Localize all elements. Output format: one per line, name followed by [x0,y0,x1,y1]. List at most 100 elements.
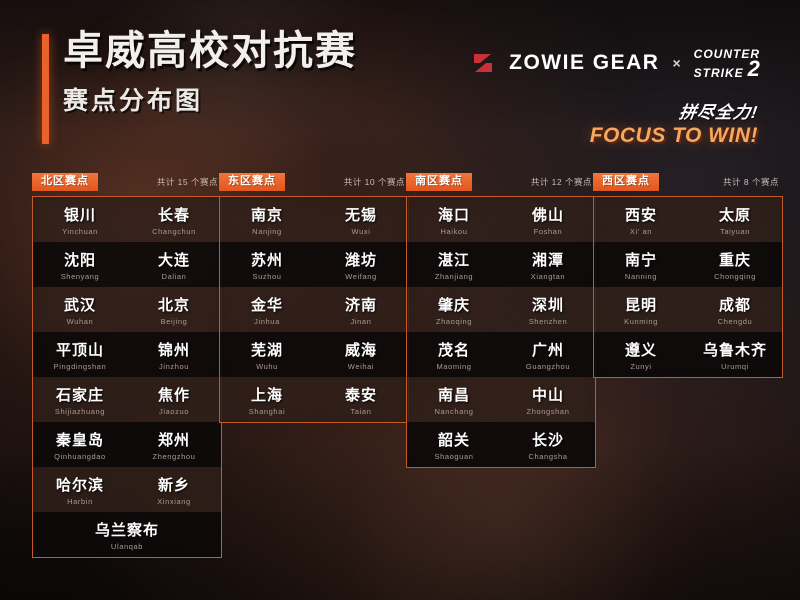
venue-city[interactable]: 长沙 Changsha [501,422,595,467]
venue-city[interactable]: 遵义 Zunyi [594,332,688,377]
zone-badge: 西区赛点 [593,173,659,191]
venue-city[interactable]: 银川 Yinchuan [33,197,127,242]
venue-city[interactable]: 重庆 Chongqing [688,242,782,287]
venue-city-name-en: Weifang [345,271,377,281]
zone-venue-count: 共计 10 个赛点 [343,177,405,187]
zone-badge: 东区赛点 [219,173,285,191]
venue-city[interactable]: 韶关 Shaoguan [407,422,501,467]
venue-city-name-en: Yinchuan [62,226,98,236]
zone-column: 西区赛点 共计 8 个赛点西安 Xi' an 太原 Taiyuan 南宁 Nanning 重庆… [593,172,783,558]
zone-box-top-border [220,196,408,197]
zone-header: 西区赛点 共计 8 个赛点 [593,172,783,192]
venue-city-name-en: Kunming [624,316,658,326]
venue-row: 遵义 Zunyi 乌鲁木齐 Urumqi [594,332,782,377]
venue-city-name-en: Jiaozuo [158,406,190,416]
slogan-block: 拼尽全力! FOCUS TO WIN! [590,98,760,148]
venue-city[interactable]: 乌鲁木齐 Urumqi [688,332,782,377]
venue-city[interactable]: 海口 Haikou [407,197,501,242]
venue-city[interactable]: 秦皇岛 Qinhuangdao [33,422,127,467]
venue-city-name-en: Xiangtan [530,271,566,281]
venue-city[interactable]: 太原 Taiyuan [688,197,782,242]
venue-city-name-en: Nanchang [434,406,474,416]
venue-city-name-en: Shenyang [60,271,100,281]
zowie-logo-icon [470,51,496,75]
venue-city[interactable]: 乌兰察布 Ulanqab [33,512,221,557]
venue-city[interactable]: 郑州 Zhengzhou [127,422,221,467]
venue-city[interactable]: 焦作 Jiaozuo [127,377,221,422]
venue-city-name-cn: 广州 [531,341,564,359]
venue-city[interactable]: 上海 Shanghai [220,377,314,422]
venue-city[interactable]: 湘潭 Xiangtan [501,242,595,287]
zone-venue-count: 共计 15 个赛点 [156,177,218,187]
venue-city-name-en: Zhengzhou [152,451,196,461]
venue-city-name-en: Beijing [160,316,188,326]
venue-city-name-cn: 济南 [344,296,377,314]
venue-city-name-cn: 银川 [63,206,96,224]
venue-city-name-cn: 秦皇岛 [55,431,104,449]
venue-city-name-cn: 成都 [718,296,751,314]
venue-city[interactable]: 武汉 Wuhan [33,287,127,332]
venue-city-name-en: Weihai [347,361,375,371]
venue-city-name-en: Ulanqab [110,541,144,551]
venue-city-name-en: Zunyi [630,361,652,371]
venue-city-name-en: Suzhou [252,271,282,281]
venue-city[interactable]: 苏州 Suzhou [220,242,314,287]
venue-row: 湛江 Zhanjiang 湘潭 Xiangtan [407,242,595,287]
venue-city-name-cn: 韶关 [437,431,470,449]
venue-row: 平顶山 Pingdingshan 锦州 Jinzhou [33,332,221,377]
venue-city[interactable]: 茂名 Maoming [407,332,501,377]
venue-city-name-en: Jinzhou [158,361,190,371]
venue-city[interactable]: 佛山 Foshan [501,197,595,242]
slogan-chinese: 拼尽全力! [677,103,760,122]
venue-city[interactable]: 湛江 Zhanjiang [407,242,501,287]
venue-city[interactable]: 北京 Beijing [127,287,221,332]
venue-city-name-cn: 茂名 [437,341,470,359]
venue-city[interactable]: 无锡 Wuxi [314,197,408,242]
venue-city[interactable]: 威海 Weihai [314,332,408,377]
venue-city-name-en: Nanjing [252,226,282,236]
venue-row: 肇庆 Zhaoqing 深圳 Shenzhen [407,287,595,332]
venue-city[interactable]: 哈尔滨 Harbin [33,467,127,512]
venue-city[interactable]: 济南 Jinan [314,287,408,332]
venue-city[interactable]: 成都 Chengdu [688,287,782,332]
venue-city-name-cn: 南昌 [437,386,470,404]
venue-city[interactable]: 深圳 Shenzhen [501,287,595,332]
venue-city-name-en: Maoming [436,361,472,371]
venue-city[interactable]: 石家庄 Shijiazhuang [33,377,127,422]
zowie-wordmark: ZOWIE GEAR [509,51,660,75]
venue-city-name-cn: 焦作 [157,386,190,404]
venue-city[interactable]: 锦州 Jinzhou [127,332,221,377]
venue-city-name-cn: 北京 [157,296,190,314]
venue-city[interactable]: 潍坊 Weifang [314,242,408,287]
venue-city-name-en: Changsha [528,451,568,461]
venue-city[interactable]: 广州 Guangzhou [501,332,595,377]
venue-city[interactable]: 南京 Nanjing [220,197,314,242]
zone-box-top-border [594,196,782,197]
venue-city-name-cn: 佛山 [531,206,564,224]
venue-city[interactable]: 肇庆 Zhaoqing [407,287,501,332]
venue-city-name-cn: 湘潭 [531,251,564,269]
venue-city[interactable]: 西安 Xi' an [594,197,688,242]
venue-city[interactable]: 芜湖 Wuhu [220,332,314,377]
venue-city[interactable]: 泰安 Taian [314,377,408,422]
venue-city[interactable]: 南昌 Nanchang [407,377,501,422]
venue-city[interactable]: 昆明 Kunming [594,287,688,332]
venue-city[interactable]: 中山 Zhongshan [501,377,595,422]
venue-city[interactable]: 大连 Dalian [127,242,221,287]
venue-city[interactable]: 沈阳 Shenyang [33,242,127,287]
zone-venue-count: 共计 8 个赛点 [723,177,779,187]
venue-row: 海口 Haikou 佛山 Foshan [407,197,595,242]
venue-city-name-cn: 新乡 [157,476,190,494]
venue-city[interactable]: 南宁 Nanning [594,242,688,287]
venue-city-name-cn: 平顶山 [55,341,104,359]
title-block: 卓威高校对抗赛 赛点分布图 [42,29,357,144]
venue-city[interactable]: 平顶山 Pingdingshan [33,332,127,377]
venue-city-name-cn: 锦州 [157,341,190,359]
venue-city[interactable]: 金华 Jinhua [220,287,314,332]
venue-city[interactable]: 新乡 Xinxiang [127,467,221,512]
venue-city-name-cn: 石家庄 [55,386,104,404]
venue-row: 秦皇岛 Qinhuangdao 郑州 Zhengzhou [33,422,221,467]
venue-city[interactable]: 长春 Changchun [127,197,221,242]
venue-city-name-cn: 潍坊 [344,251,377,269]
venue-city-name-cn: 中山 [531,386,564,404]
